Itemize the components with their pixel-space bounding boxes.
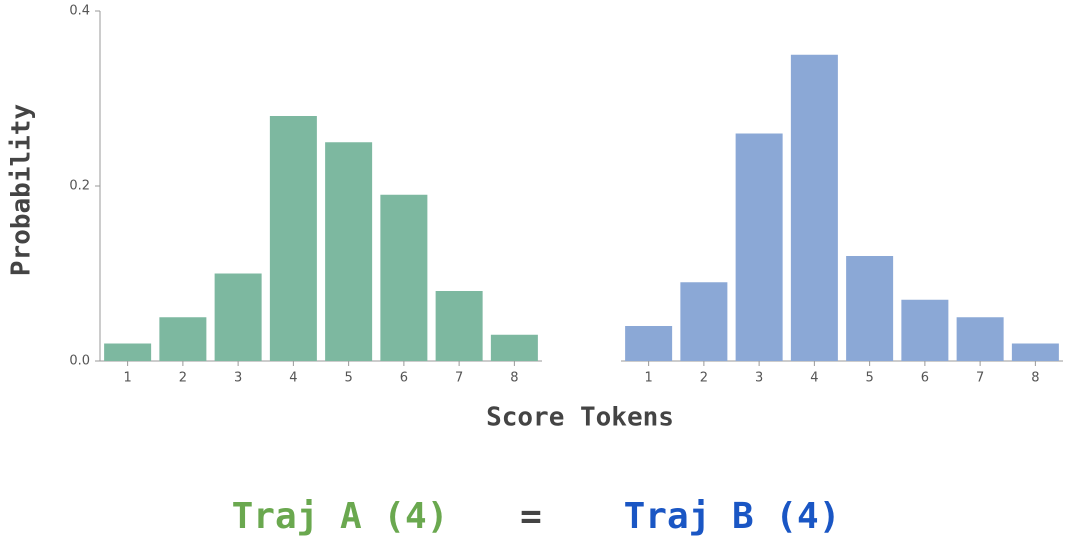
bar bbox=[846, 256, 894, 361]
x-axis-title: Score Tokens bbox=[486, 403, 674, 433]
x-tick-label: 7 bbox=[976, 371, 984, 386]
x-tick-label: 1 bbox=[644, 371, 652, 386]
bar bbox=[435, 291, 483, 361]
caption-equals: = bbox=[520, 496, 542, 537]
y-axis-title: Probability bbox=[7, 104, 37, 276]
x-tick-label: 4 bbox=[810, 371, 818, 386]
bar bbox=[790, 54, 838, 361]
y-tick-label: 0.0 bbox=[69, 354, 90, 369]
x-tick-label: 4 bbox=[289, 371, 297, 386]
y-tick-label: 0.4 bbox=[69, 4, 90, 19]
x-tick-label: 2 bbox=[700, 371, 708, 386]
bar bbox=[680, 282, 728, 361]
x-tick-label: 3 bbox=[234, 371, 242, 386]
x-tick-label: 7 bbox=[455, 371, 463, 386]
caption-right: Traj B (4) bbox=[624, 496, 841, 537]
x-tick-label: 8 bbox=[1031, 371, 1039, 386]
bar bbox=[625, 326, 673, 361]
x-tick-label: 5 bbox=[865, 371, 873, 386]
bar bbox=[104, 343, 152, 361]
caption-left: Traj A (4) bbox=[232, 496, 449, 537]
bar bbox=[214, 273, 262, 361]
bar bbox=[735, 133, 783, 361]
x-tick-label: 8 bbox=[510, 371, 518, 386]
bar bbox=[1011, 343, 1059, 361]
x-tick-label: 6 bbox=[921, 371, 929, 386]
x-tick-label: 6 bbox=[400, 371, 408, 386]
y-tick-label: 0.2 bbox=[69, 179, 90, 194]
bar bbox=[901, 299, 949, 361]
bar bbox=[956, 317, 1004, 361]
bar bbox=[325, 142, 373, 361]
bar bbox=[380, 194, 428, 361]
bar bbox=[490, 334, 538, 361]
bar bbox=[269, 116, 317, 361]
bar bbox=[159, 317, 207, 361]
x-tick-label: 2 bbox=[179, 371, 187, 386]
x-tick-label: 3 bbox=[755, 371, 763, 386]
x-tick-label: 5 bbox=[344, 371, 352, 386]
x-tick-label: 1 bbox=[123, 371, 131, 386]
